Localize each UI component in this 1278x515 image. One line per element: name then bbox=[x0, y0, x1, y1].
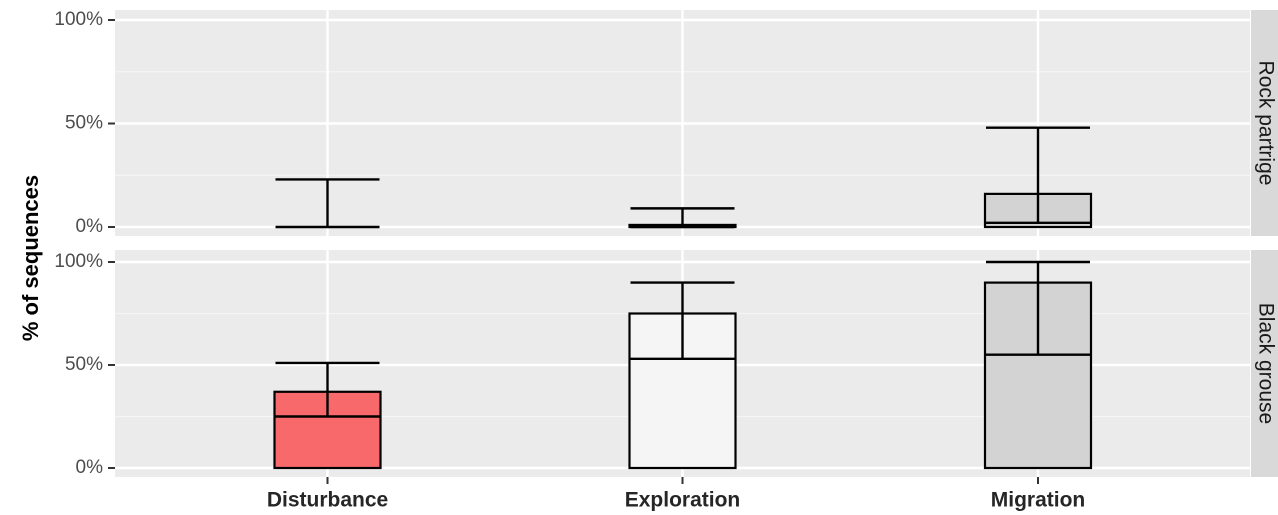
y-tick-label: 50% bbox=[65, 354, 103, 375]
x-tick-label: Migration bbox=[991, 489, 1086, 512]
y-tick-label: 100% bbox=[54, 251, 103, 272]
y-axis-title: % of sequences bbox=[18, 175, 43, 341]
facet-strip bbox=[1251, 10, 1278, 236]
facet-strip-label: Black grouse bbox=[1254, 303, 1277, 424]
panel-0: 0% 50% 100% Rock partrige bbox=[54, 9, 1278, 237]
x-tick-label: Exploration bbox=[625, 489, 741, 512]
facet-strip-label: Rock partrige bbox=[1254, 61, 1277, 186]
panel-1: 0% 50% 100% Black grouse bbox=[54, 250, 1278, 478]
y-tick-label: 50% bbox=[65, 113, 103, 134]
y-tick-label: 0% bbox=[76, 216, 104, 237]
y-tick-label: 0% bbox=[76, 457, 104, 478]
y-tick-label: 100% bbox=[54, 9, 103, 30]
x-tick-label: Disturbance bbox=[267, 489, 388, 512]
facet-strip bbox=[1251, 250, 1278, 477]
